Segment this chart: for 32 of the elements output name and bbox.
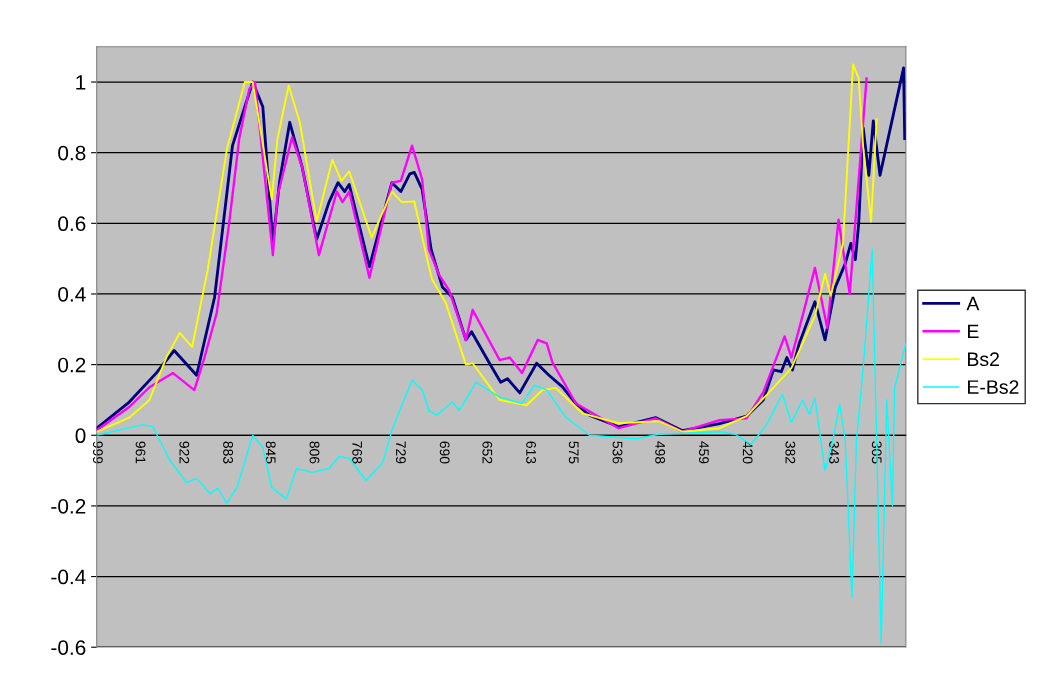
y-tick-label: -0.6	[51, 640, 86, 655]
x-tick-label: 652	[482, 441, 493, 464]
x-tick-label: 305	[871, 441, 882, 464]
y-tick-label: 0.6	[58, 216, 86, 232]
x-tick-label: 768	[352, 441, 363, 464]
y-tick-label: -0.2	[51, 498, 86, 514]
x-tick-label: 961	[135, 441, 146, 464]
legend-label: Bs2	[968, 352, 999, 367]
x-tick-label: 999	[92, 441, 103, 464]
x-tick-label: 382	[785, 441, 796, 464]
x-tick-label: 343	[829, 441, 839, 464]
legend-label: E-Bs2	[968, 380, 1019, 394]
x-tick-label: 575	[568, 441, 579, 464]
x-tick-label: 690	[439, 441, 450, 464]
x-tick-label: 498	[655, 441, 666, 464]
x-tick-label: 806	[309, 441, 320, 464]
legend-label: E	[968, 324, 979, 339]
x-tick-label: 613	[526, 441, 536, 464]
y-tick-label: 0.2	[58, 357, 86, 373]
y-tick-label: 0	[75, 428, 86, 444]
y-tick-label: 0.4	[58, 286, 86, 302]
x-tick-label: 845	[265, 441, 276, 464]
y-tick-label: 0.8	[58, 145, 86, 161]
x-tick-label: 729	[395, 441, 406, 464]
x-tick-label: 922	[179, 441, 190, 464]
y-tick-label: -0.4	[51, 569, 86, 585]
x-tick-label: 536	[612, 441, 623, 464]
y-tick-label: 1	[76, 75, 86, 90]
legend-label: A	[966, 296, 980, 311]
x-tick-label: 883	[223, 441, 233, 464]
x-tick-label: 459	[698, 441, 709, 464]
x-tick-label: 420	[742, 441, 753, 464]
